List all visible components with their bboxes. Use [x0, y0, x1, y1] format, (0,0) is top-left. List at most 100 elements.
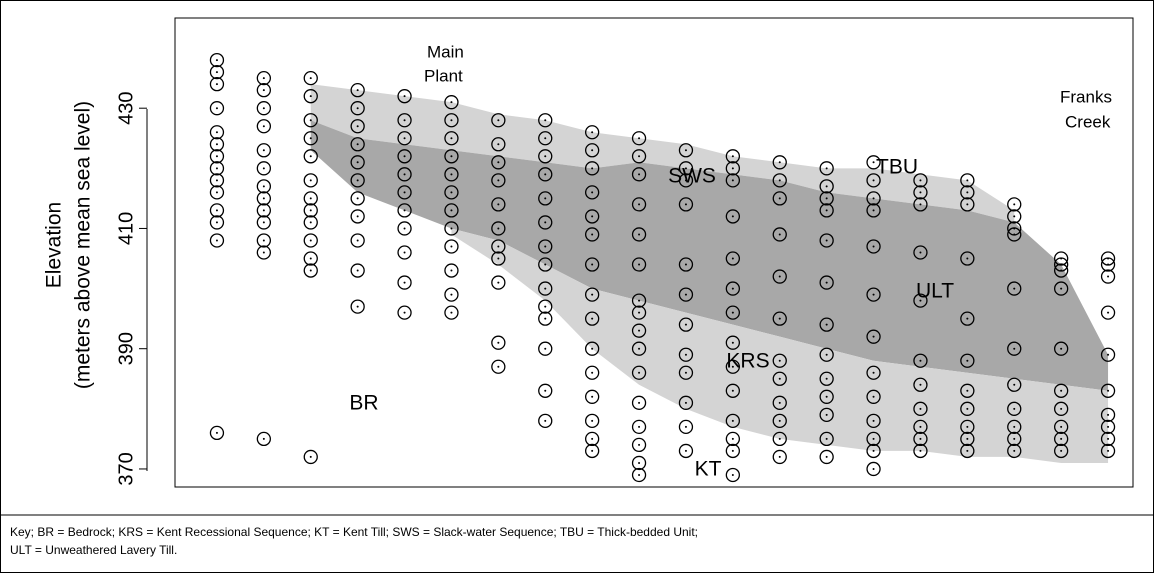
sample-point	[303, 215, 318, 230]
sample-dot	[497, 257, 500, 260]
sample-point	[725, 281, 740, 296]
sample-point	[913, 245, 928, 260]
sample-point	[444, 131, 459, 146]
sample-point	[303, 149, 318, 164]
sample-point	[538, 299, 553, 314]
sample-dot	[262, 221, 265, 224]
y-tick-label: 410	[115, 212, 137, 245]
sample-dot	[778, 401, 781, 404]
sample-point	[256, 83, 272, 98]
sample-dot	[215, 83, 218, 86]
sample-dot	[638, 203, 641, 206]
sample-dot	[684, 425, 687, 428]
sample-dot	[309, 137, 312, 140]
sample-point	[631, 257, 647, 272]
y-axis-title: (meters above mean sea level)	[72, 101, 95, 389]
sample-dot	[825, 437, 828, 440]
sample-point	[725, 251, 740, 266]
sample-point	[772, 311, 787, 326]
sample-dot	[403, 155, 406, 158]
sample-dot	[919, 251, 922, 254]
sample-dot	[919, 449, 922, 452]
sample-point	[725, 149, 740, 164]
sample-point	[444, 167, 459, 182]
sample-point	[960, 251, 975, 266]
sample-dot	[1107, 425, 1110, 428]
sample-dot	[591, 263, 594, 266]
sample-point	[631, 467, 647, 483]
sample-point	[209, 125, 225, 140]
sample-dot	[638, 299, 641, 302]
sample-dot	[731, 419, 734, 422]
sample-point	[866, 389, 881, 404]
sample-dot	[262, 89, 265, 92]
sample-dot	[919, 203, 922, 206]
key-text: ULT = Unweathered Lavery Till.	[10, 543, 177, 557]
sample-point	[631, 419, 647, 435]
sample-dot	[450, 245, 453, 248]
sample-point	[772, 173, 787, 188]
sample-point	[350, 299, 365, 314]
sample-dot	[356, 239, 359, 242]
sample-point	[725, 443, 740, 459]
sample-dot	[825, 395, 828, 398]
sample-point	[209, 76, 225, 92]
sample-dot	[731, 341, 734, 344]
sample-point	[209, 149, 225, 164]
sample-dot	[309, 119, 312, 122]
sample-point	[819, 389, 834, 404]
sample-dot	[497, 179, 500, 182]
sample-dot	[262, 77, 265, 80]
sample-point	[1100, 431, 1116, 447]
sample-point	[913, 353, 928, 368]
sample-dot	[731, 155, 734, 158]
sample-point	[397, 113, 412, 128]
sample-point	[256, 191, 272, 206]
sample-point	[960, 443, 975, 459]
sample-dot	[872, 419, 875, 422]
sample-dot	[356, 107, 359, 110]
sample-dot	[403, 281, 406, 284]
sample-dot	[262, 239, 265, 242]
sample-point	[397, 167, 412, 182]
sample-point	[819, 449, 834, 465]
sample-point	[866, 431, 881, 447]
sample-point	[538, 191, 553, 206]
sample-dot	[356, 125, 359, 128]
sample-dot	[497, 365, 500, 368]
sample-point	[631, 131, 647, 146]
sample-dot	[215, 107, 218, 110]
sample-dot	[778, 161, 781, 164]
sample-dot	[403, 251, 406, 254]
sample-dot	[215, 239, 218, 242]
sample-dot	[215, 155, 218, 158]
sample-point	[256, 161, 272, 176]
sample-point	[397, 275, 412, 290]
sample-dot	[1013, 449, 1016, 452]
sample-point	[725, 431, 740, 447]
sample-dot	[309, 179, 312, 182]
sample-point	[678, 161, 694, 176]
sample-dot	[638, 461, 641, 464]
sample-point	[1054, 263, 1069, 278]
sample-dot	[778, 437, 781, 440]
sample-dot	[731, 311, 734, 314]
sample-point	[678, 395, 694, 410]
sample-dot	[450, 101, 453, 104]
sample-point	[350, 101, 365, 116]
sample-dot	[309, 239, 312, 242]
sample-dot	[591, 233, 594, 236]
sample-point	[209, 425, 225, 441]
sample-point	[397, 221, 412, 236]
sample-dot	[215, 431, 218, 434]
sample-point	[491, 251, 506, 266]
sample-dot	[309, 155, 312, 158]
sample-point	[444, 263, 459, 278]
sample-dot	[1013, 233, 1016, 236]
sample-dot	[309, 95, 312, 98]
sample-point	[913, 419, 928, 435]
layer-label: TBU	[876, 156, 918, 179]
sample-point	[444, 221, 459, 236]
sample-point	[819, 161, 834, 176]
sample-dot	[356, 179, 359, 182]
